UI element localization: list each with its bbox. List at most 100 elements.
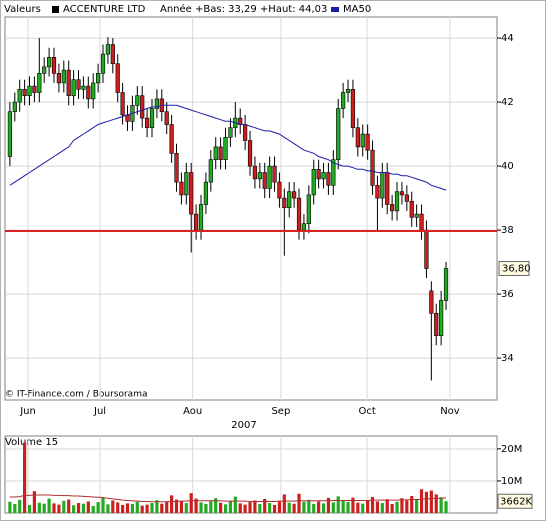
volume-bar [57,504,61,513]
candle-body [194,213,199,231]
last-volume-label: 3662K [500,496,532,507]
volume-bar [165,501,169,513]
candle-body [203,181,209,205]
candle-body [262,172,267,189]
volume-bar [370,496,375,513]
volume-bar [248,502,252,513]
volume-bar [155,500,159,513]
volume-bar [228,500,233,513]
candle-body [443,268,449,301]
y-tick-label: 42 [501,97,514,108]
candle-body [91,82,96,100]
candle-body [100,53,106,74]
last-price-label: 36,80 [502,263,531,274]
volume-bar [419,489,424,513]
candle-body [140,95,145,119]
volume-bar [243,504,247,513]
last-volume-box [497,493,533,509]
candle-body [409,201,414,218]
volume-bar [395,501,399,513]
x-axis-title: 2007 [231,420,256,431]
candle-body [282,197,287,209]
volume-bar [346,502,350,513]
volume-bar [429,490,433,513]
volume-bar [101,497,105,513]
candle-body [380,172,385,199]
candle-body [110,44,115,65]
volume-bar [204,504,208,513]
candle-body [32,85,37,93]
volume-bar [287,502,291,513]
volume-bar [297,493,301,513]
volume-bar [47,498,51,513]
y-tick-label: 10M [501,476,522,487]
volume-bar [13,504,17,513]
candle-body [135,95,140,106]
candle-body [375,185,380,199]
y-tick-label: 36 [501,289,514,300]
volume-bar [214,498,218,513]
last-price-box [498,260,530,276]
candle-body [47,57,52,68]
volume-bar [96,502,100,513]
source: © IT-Finance.com / Boursorama [5,390,147,400]
candle-body [27,85,32,97]
volume-bar [106,504,110,513]
candle-body [71,79,76,97]
candle-body [96,73,101,84]
candle-body [42,66,47,74]
candle-body [86,85,91,100]
volume-bar [140,505,144,513]
volume-bar [116,502,120,513]
volume-title: Volume 15 [5,437,58,448]
volume-bar [91,505,95,513]
candle-body [164,111,169,125]
candle-body [360,133,365,148]
candle-body [213,146,218,161]
candle-body [247,140,253,167]
candle-body [390,204,395,212]
candle-body [301,223,307,231]
volume-bar [302,501,306,513]
moving-average [9,104,447,191]
volume-bar [18,499,22,513]
candle-body [238,117,243,125]
candle-body [228,127,233,138]
legend-title: Valeurs [4,4,41,15]
y-tick-label: 34 [501,353,514,364]
candle-body [321,172,326,180]
candle-body [81,85,86,90]
volume-bar [331,502,335,513]
volume-bar [444,501,448,513]
candle-body [272,165,277,183]
volume-bar [356,502,360,513]
volume-bar [351,497,355,513]
volume-bar [375,501,380,513]
candle-body [37,73,42,93]
candle-body [61,69,66,84]
volume-bar [366,500,370,513]
volume-bar [8,501,12,513]
x-tick-label: Jun [19,406,36,417]
volume-bar [341,500,345,513]
plot-frame [4,16,498,401]
volume-bar [336,496,340,513]
candle-body [434,312,439,336]
candle-body [223,137,228,161]
volume-bar [321,503,326,513]
volume-bar [307,499,311,513]
candle-body [208,159,213,183]
volume-bar [268,503,272,513]
candle-body [125,114,130,122]
volume-bar [361,503,365,513]
candle-body [252,165,258,180]
candle-body [51,57,57,74]
range-note: Année +Bas: 33,29 +Haut: 44,03 [160,3,327,15]
candle-body [424,229,429,269]
candle-body [12,101,17,113]
volume-bar [189,493,193,513]
volume-bar [194,498,198,513]
candle-body [115,63,120,93]
volume-bar [258,504,262,513]
